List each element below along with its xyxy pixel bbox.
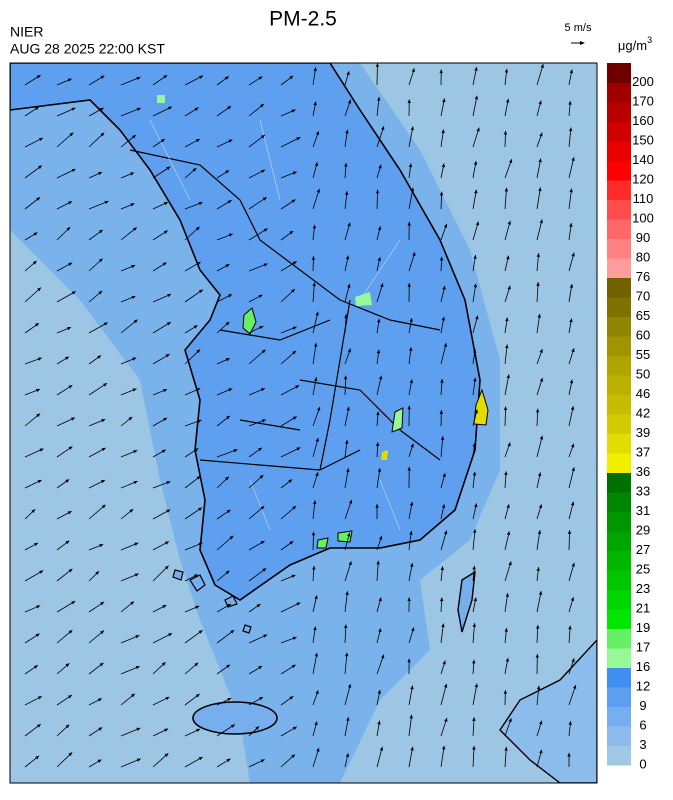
colorbar-band <box>607 180 631 200</box>
colorbar-band <box>607 102 631 122</box>
colorbar-label: 33 <box>636 483 650 498</box>
unit: μg/m3 <box>618 35 652 53</box>
colorbar-label: 37 <box>636 444 650 459</box>
colorbar-label: 39 <box>636 425 650 440</box>
colorbar-band <box>607 317 631 337</box>
colorbar-band <box>607 492 631 512</box>
colorbar-band <box>607 687 631 707</box>
wind-scale-arrow <box>571 41 585 45</box>
colorbar-label: 12 <box>636 678 650 693</box>
colorbar-label: 110 <box>633 191 654 206</box>
colorbar-band <box>607 200 631 220</box>
colorbar-band <box>607 336 631 356</box>
colorbar-label: 170 <box>632 93 654 108</box>
colorbar-label: 50 <box>636 366 650 381</box>
colorbar-label: 23 <box>636 581 650 596</box>
map <box>10 63 597 783</box>
colorbar-label: 80 <box>636 249 650 264</box>
colorbar-band <box>607 258 631 278</box>
colorbar-label: 150 <box>632 132 654 147</box>
wind-scale-label: 5 m/s <box>565 22 592 34</box>
colorbar-band <box>607 278 631 298</box>
colorbar-band <box>607 219 631 239</box>
colorbar-band <box>607 668 631 688</box>
colorbar-label: 120 <box>632 171 654 186</box>
colorbar-band <box>607 570 631 590</box>
unit-text: μg/m <box>618 38 647 53</box>
colorbar-band <box>607 83 631 103</box>
source: NIER <box>10 24 43 40</box>
colorbar: 0369121617192123252729313336373942465055… <box>607 63 654 771</box>
colorbar-band <box>607 551 631 571</box>
colorbar-band <box>607 122 631 142</box>
colorbar-band <box>607 629 631 649</box>
colorbar-band <box>607 473 631 493</box>
colorbar-label: 65 <box>636 308 650 323</box>
colorbar-band <box>607 707 631 727</box>
colorbar-label: 6 <box>639 717 646 732</box>
colorbar-label: 36 <box>636 464 650 479</box>
colorbar-band <box>607 609 631 629</box>
colorbar-label: 76 <box>636 269 650 284</box>
colorbar-label: 25 <box>636 561 650 576</box>
colorbar-band <box>607 375 631 395</box>
colorbar-label: 31 <box>636 503 650 518</box>
colorbar-label: 0 <box>639 756 646 771</box>
colorbar-band <box>607 395 631 415</box>
colorbar-band <box>607 512 631 532</box>
colorbar-label: 55 <box>636 347 650 362</box>
colorbar-band <box>607 356 631 376</box>
colorbar-band <box>607 590 631 610</box>
colorbar-band <box>607 297 631 317</box>
colorbar-label: 60 <box>636 327 650 342</box>
colorbar-label: 140 <box>632 152 654 167</box>
colorbar-label: 27 <box>636 542 650 557</box>
colorbar-label: 46 <box>636 386 650 401</box>
colorbar-band <box>607 434 631 454</box>
colorbar-label: 70 <box>636 288 650 303</box>
colorbar-band <box>607 414 631 434</box>
colorbar-label: 17 <box>636 639 650 654</box>
colorbar-label: 100 <box>632 210 654 225</box>
colorbar-label: 160 <box>632 113 654 128</box>
colorbar-band <box>607 161 631 181</box>
colorbar-label: 42 <box>636 405 650 420</box>
colorbar-band <box>607 453 631 473</box>
colorbar-label: 3 <box>639 737 646 752</box>
colorbar-band <box>607 63 631 83</box>
colorbar-band <box>607 648 631 668</box>
colorbar-label: 21 <box>636 600 650 615</box>
colorbar-label: 200 <box>632 74 654 89</box>
datetime: AUG 28 2025 22:00 KST <box>10 41 165 57</box>
colorbar-band <box>607 141 631 161</box>
colorbar-band <box>607 746 631 766</box>
colorbar-label: 29 <box>636 522 650 537</box>
unit-exponent: 3 <box>647 35 652 45</box>
colorbar-band <box>607 726 631 746</box>
colorbar-label: 9 <box>639 698 646 713</box>
colorbar-band <box>607 239 631 259</box>
title: PM-2.5 <box>269 8 337 31</box>
colorbar-band <box>607 531 631 551</box>
colorbar-label: 19 <box>636 620 650 635</box>
colorbar-label: 90 <box>636 230 650 245</box>
colorbar-label: 16 <box>636 659 650 674</box>
